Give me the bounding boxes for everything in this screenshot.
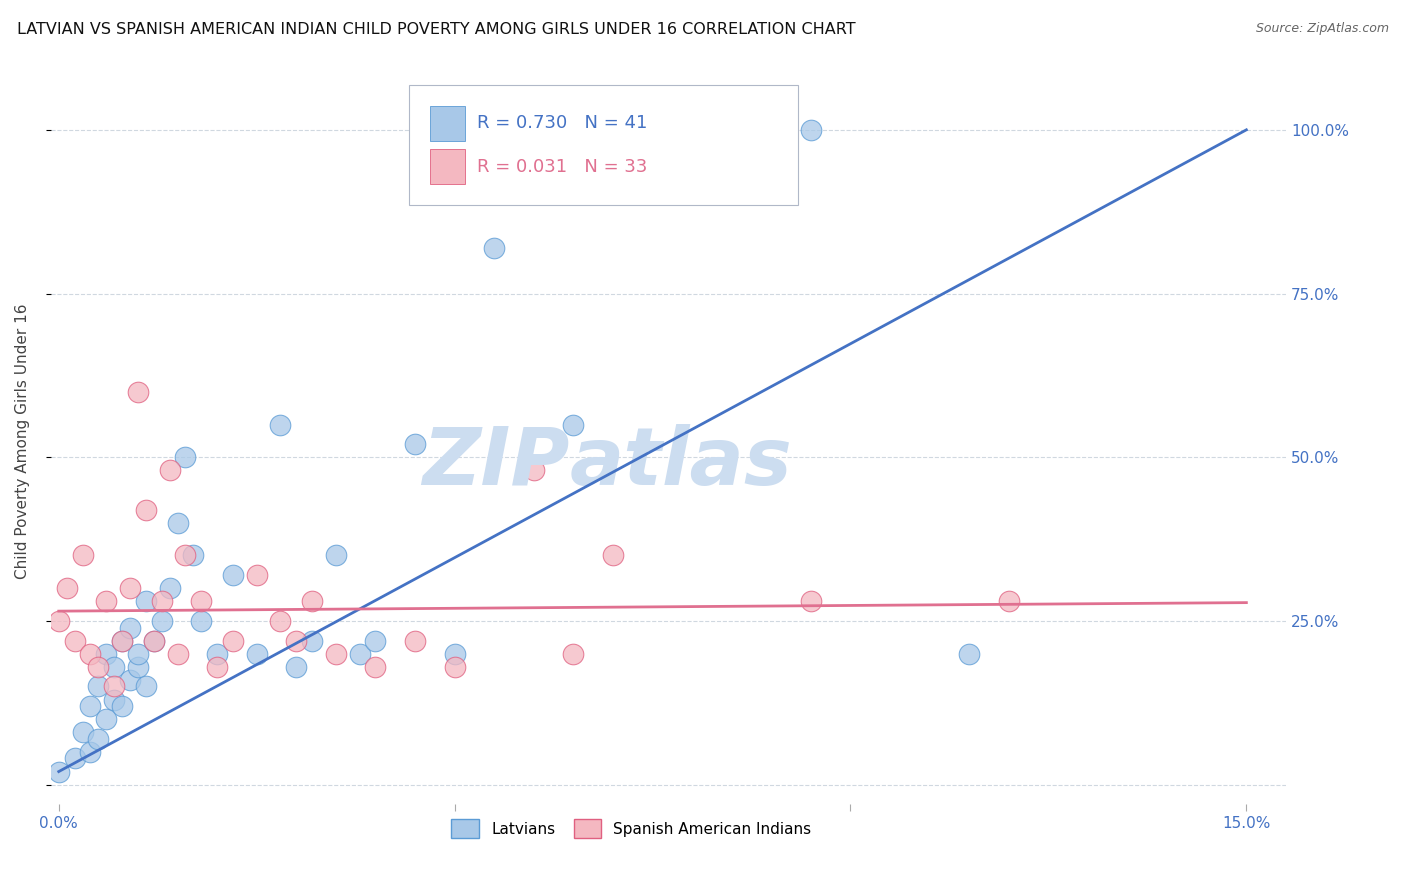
FancyBboxPatch shape xyxy=(430,106,464,141)
Point xyxy=(800,123,823,137)
Text: R = 0.031   N = 33: R = 0.031 N = 33 xyxy=(477,158,647,176)
Point xyxy=(142,633,165,648)
Point xyxy=(72,725,94,739)
Point xyxy=(127,384,149,399)
Point xyxy=(183,549,205,563)
Point xyxy=(63,633,86,648)
Point xyxy=(166,647,188,661)
Point xyxy=(159,581,181,595)
Y-axis label: Child Poverty Among Girls Under 16: Child Poverty Among Girls Under 16 xyxy=(15,303,30,579)
Point xyxy=(166,516,188,530)
Point xyxy=(127,660,149,674)
Point xyxy=(443,660,465,674)
FancyBboxPatch shape xyxy=(409,85,799,204)
Point xyxy=(79,647,101,661)
Point xyxy=(111,633,134,648)
Point xyxy=(222,568,245,582)
Point xyxy=(150,594,173,608)
Point xyxy=(301,594,323,608)
Point xyxy=(562,647,585,661)
Point xyxy=(364,633,387,648)
Point xyxy=(159,463,181,477)
Point xyxy=(301,633,323,648)
Point xyxy=(87,731,110,746)
Point xyxy=(63,751,86,765)
Point xyxy=(111,699,134,714)
Point xyxy=(325,549,347,563)
Point xyxy=(957,647,980,661)
Point xyxy=(135,594,157,608)
Point xyxy=(190,594,212,608)
Point xyxy=(79,699,101,714)
Point xyxy=(246,647,269,661)
Point xyxy=(48,614,70,628)
Point xyxy=(135,680,157,694)
Point xyxy=(111,633,134,648)
Point xyxy=(96,594,118,608)
Point xyxy=(55,581,77,595)
Point xyxy=(96,712,118,726)
FancyBboxPatch shape xyxy=(430,149,464,185)
Point xyxy=(87,660,110,674)
Point xyxy=(150,614,173,628)
Text: ZIP: ZIP xyxy=(422,424,569,501)
Point xyxy=(118,620,141,634)
Point xyxy=(190,614,212,628)
Point xyxy=(174,549,197,563)
Point xyxy=(135,502,157,516)
Point xyxy=(523,463,546,477)
Point xyxy=(222,633,245,648)
Point xyxy=(142,633,165,648)
Point xyxy=(96,647,118,661)
Point xyxy=(87,680,110,694)
Point xyxy=(205,660,228,674)
Point xyxy=(404,633,426,648)
Text: atlas: atlas xyxy=(569,424,793,501)
Point xyxy=(118,581,141,595)
Point xyxy=(269,614,291,628)
Text: LATVIAN VS SPANISH AMERICAN INDIAN CHILD POVERTY AMONG GIRLS UNDER 16 CORRELATIO: LATVIAN VS SPANISH AMERICAN INDIAN CHILD… xyxy=(17,22,855,37)
Point xyxy=(103,692,125,706)
Point xyxy=(349,647,371,661)
Legend: Latvians, Spanish American Indians: Latvians, Spanish American Indians xyxy=(446,814,817,844)
Point xyxy=(443,647,465,661)
Point xyxy=(285,633,308,648)
Text: R = 0.730   N = 41: R = 0.730 N = 41 xyxy=(477,114,647,132)
Point xyxy=(205,647,228,661)
Text: Source: ZipAtlas.com: Source: ZipAtlas.com xyxy=(1256,22,1389,36)
Point xyxy=(103,660,125,674)
Point xyxy=(562,417,585,432)
Point xyxy=(602,549,624,563)
Point xyxy=(174,450,197,465)
Point xyxy=(800,594,823,608)
Point xyxy=(72,549,94,563)
Point xyxy=(246,568,269,582)
Point xyxy=(285,660,308,674)
Point xyxy=(325,647,347,661)
Point xyxy=(269,417,291,432)
Point xyxy=(79,745,101,759)
Point xyxy=(484,241,506,255)
Point xyxy=(404,437,426,451)
Point xyxy=(998,594,1021,608)
Point xyxy=(127,647,149,661)
Point xyxy=(118,673,141,687)
Point xyxy=(103,680,125,694)
Point xyxy=(48,764,70,779)
Point xyxy=(364,660,387,674)
